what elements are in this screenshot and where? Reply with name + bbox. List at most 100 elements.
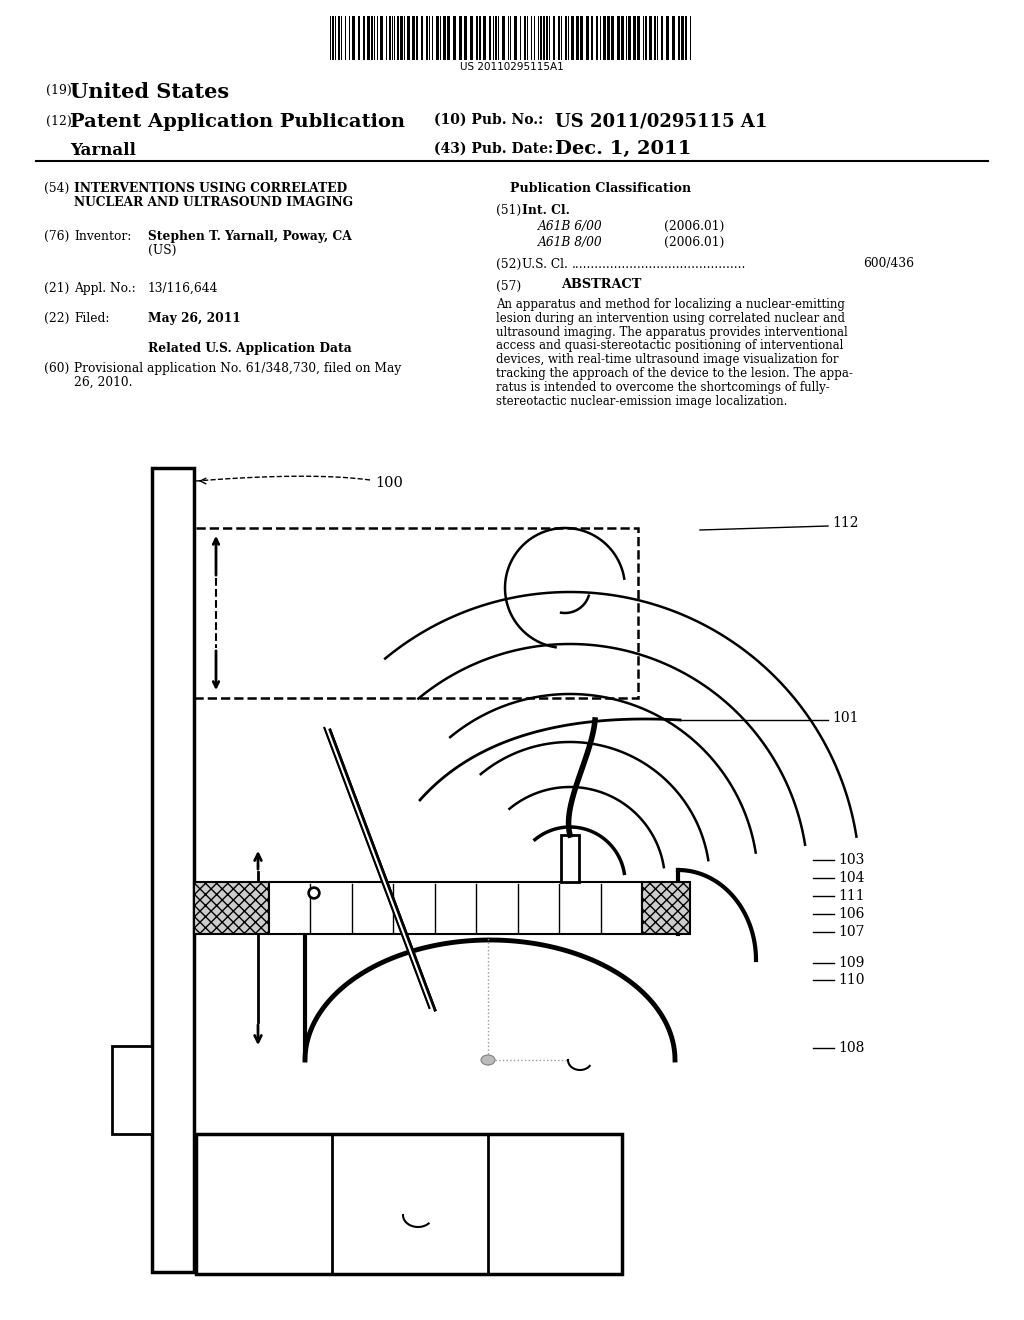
Text: ratus is intended to overcome the shortcomings of fully-: ratus is intended to overcome the shortc… — [496, 380, 829, 393]
Bar — [553, 16, 555, 59]
Bar — [269, 882, 642, 935]
Bar — [194, 528, 638, 698]
Bar — [436, 16, 439, 59]
Bar — [662, 16, 663, 59]
Bar — [621, 16, 624, 59]
Text: ABSTRACT: ABSTRACT — [561, 279, 641, 290]
Circle shape — [310, 888, 318, 898]
Text: May 26, 2011: May 26, 2011 — [148, 312, 241, 325]
Text: (51): (51) — [496, 205, 521, 216]
Text: Dec. 1, 2011: Dec. 1, 2011 — [555, 140, 691, 158]
Bar — [495, 16, 497, 59]
Text: 600/436: 600/436 — [863, 257, 914, 271]
Bar — [407, 16, 410, 59]
Bar — [642, 882, 690, 935]
Bar — [565, 16, 567, 59]
Ellipse shape — [481, 1055, 495, 1065]
Bar — [575, 16, 579, 59]
Bar — [479, 16, 481, 59]
Bar — [672, 16, 675, 59]
Text: A61B 8/00: A61B 8/00 — [538, 236, 603, 249]
Bar — [540, 16, 542, 59]
Bar — [681, 16, 684, 59]
Bar — [196, 1134, 622, 1274]
Polygon shape — [325, 727, 435, 1010]
Bar — [362, 16, 365, 59]
Bar — [152, 469, 194, 1272]
Text: 100: 100 — [375, 477, 402, 490]
Bar — [421, 16, 423, 59]
Bar — [483, 16, 486, 59]
Text: 101: 101 — [831, 711, 858, 725]
Text: Inventor:: Inventor: — [74, 230, 131, 243]
Bar — [666, 16, 669, 59]
Text: ultrasound imaging. The apparatus provides interventional: ultrasound imaging. The apparatus provid… — [496, 326, 848, 339]
Text: access and quasi-stereotactic positioning of interventional: access and quasi-stereotactic positionin… — [496, 339, 844, 352]
Text: Related U.S. Application Data: Related U.S. Application Data — [148, 342, 352, 355]
Text: Stephen T. Yarnall, Poway, CA: Stephen T. Yarnall, Poway, CA — [148, 230, 352, 243]
Bar — [607, 16, 610, 59]
Text: U.S. Cl.: U.S. Cl. — [522, 257, 568, 271]
Text: 13/116,644: 13/116,644 — [148, 282, 218, 294]
Bar — [524, 16, 526, 59]
Text: (21): (21) — [44, 282, 70, 294]
Text: (10) Pub. No.:: (10) Pub. No.: — [434, 114, 544, 127]
Text: (57): (57) — [496, 280, 521, 293]
Text: Int. Cl.: Int. Cl. — [522, 205, 570, 216]
Bar — [543, 16, 545, 59]
Bar — [459, 16, 462, 59]
Bar — [617, 16, 620, 59]
Bar — [194, 882, 269, 935]
Bar — [628, 16, 631, 59]
Bar — [546, 16, 548, 59]
Text: tracking the approach of the device to the lesion. The appa-: tracking the approach of the device to t… — [496, 367, 853, 380]
Text: A61B 6/00: A61B 6/00 — [538, 220, 603, 234]
Bar — [558, 16, 560, 59]
Text: Patent Application Publication: Patent Application Publication — [70, 114, 406, 131]
Text: US 2011/0295115 A1: US 2011/0295115 A1 — [555, 112, 767, 129]
Bar — [464, 16, 467, 59]
Bar — [580, 16, 583, 59]
Bar — [637, 16, 640, 59]
Text: (54): (54) — [44, 182, 70, 195]
Bar — [453, 16, 456, 59]
Bar — [447, 16, 450, 59]
Bar — [596, 16, 598, 59]
Text: Yarnall: Yarnall — [70, 143, 136, 158]
Bar — [502, 16, 505, 59]
Bar — [389, 16, 391, 59]
Text: Appl. No.:: Appl. No.: — [74, 282, 136, 294]
Text: 112: 112 — [831, 516, 858, 531]
Bar — [443, 16, 446, 59]
Text: (2006.01): (2006.01) — [664, 220, 724, 234]
Bar — [358, 16, 360, 59]
Bar — [400, 16, 403, 59]
Bar — [603, 16, 606, 59]
Bar — [416, 16, 418, 59]
Text: 26, 2010.: 26, 2010. — [74, 376, 132, 389]
Bar — [649, 16, 652, 59]
Bar — [654, 16, 656, 59]
Circle shape — [308, 887, 319, 899]
Bar — [476, 16, 478, 59]
Bar — [352, 16, 355, 59]
Bar — [332, 16, 334, 59]
Bar — [561, 836, 579, 882]
Text: 111: 111 — [838, 888, 864, 903]
Text: United States: United States — [70, 82, 229, 102]
Bar — [426, 16, 428, 59]
Bar — [412, 16, 415, 59]
Bar — [489, 16, 490, 59]
Text: NUCLEAR AND ULTRASOUND IMAGING: NUCLEAR AND ULTRASOUND IMAGING — [74, 195, 353, 209]
Bar — [633, 16, 636, 59]
Text: 104: 104 — [838, 871, 864, 884]
Bar — [112, 1045, 152, 1134]
Text: .............................................: ........................................… — [572, 257, 746, 271]
Text: 110: 110 — [838, 973, 864, 987]
Text: Publication Classification: Publication Classification — [510, 182, 691, 195]
Text: stereotactic nuclear-emission image localization.: stereotactic nuclear-emission image loca… — [496, 395, 787, 408]
Bar — [514, 16, 517, 59]
Text: (12): (12) — [46, 115, 72, 128]
Bar — [470, 16, 473, 59]
Text: 108: 108 — [838, 1041, 864, 1055]
